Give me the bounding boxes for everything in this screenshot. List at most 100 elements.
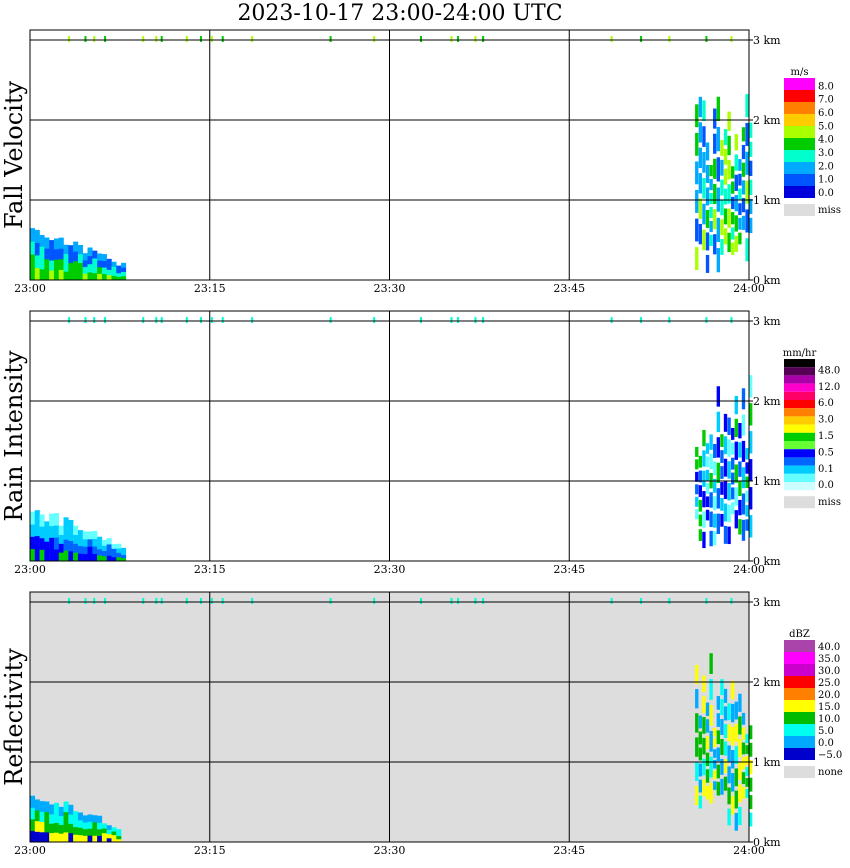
echo-cell [49,525,55,538]
echo-cell [698,147,703,169]
echo-cell [111,275,117,281]
echo-cell [727,482,731,501]
y-tick-label: 0 km [753,555,781,568]
echo-cell [77,827,83,836]
echo-cell [111,838,117,843]
echo-cell [97,266,103,274]
echo-cell [705,142,710,161]
echo-cell [720,719,724,735]
echo-cell [695,161,699,185]
echo-cell [39,549,45,562]
colorbar-swatch [784,90,815,102]
echo-cell [53,549,59,562]
echo-cell [68,253,74,264]
echo-cell [741,742,746,755]
echo-cell [716,747,721,762]
echo-cell [106,829,112,835]
echo-cell [709,530,713,547]
echo-cell [111,266,117,272]
echo-cell [199,598,202,604]
echo-cell [116,829,122,833]
echo-cell [698,747,703,761]
echo-cell [640,598,643,604]
x-tick-label: 24:00 [733,563,765,576]
echo-cell [155,36,158,42]
echo-cell [731,502,735,515]
echo-cell [111,548,117,554]
echo-cell [87,828,93,836]
echo-cell [698,223,703,245]
echo-cell [73,270,79,281]
echo-cell [749,515,753,538]
echo-cell [39,821,45,833]
echo-cell [111,552,117,558]
echo-cell [734,746,738,764]
echo-cell [58,525,64,536]
echo-cell [53,802,59,814]
echo-cell [709,492,713,508]
echo-cell [82,266,88,274]
echo-cell [702,511,706,528]
echo-cell [68,804,74,815]
echo-cell [727,111,731,131]
echo-cell [53,513,59,526]
echo-cell [705,317,708,323]
echo-cell [698,779,703,793]
x-tick-label: 24:00 [733,282,765,295]
echo-cell [727,766,731,784]
echo-cell [749,403,753,426]
echo-cell [44,237,50,249]
echo-cell [695,218,699,242]
colorbar-swatch [784,416,815,425]
echo-cell [738,173,742,186]
colorbar-label: 20.0 [818,690,840,701]
echo-cell [668,598,671,604]
echo-cell [705,769,710,783]
echo-cell [713,759,717,769]
echo-cell [738,499,742,516]
echo-cell [30,548,36,562]
plot-frame [29,29,750,281]
echo-cell [716,764,721,779]
colorbar-swatch [784,78,815,90]
echo-cell [116,552,122,558]
echo-cell [723,503,728,522]
echo-cell [92,538,98,547]
echo-cell [34,810,40,822]
echo-cell [93,317,96,323]
echo-cell [142,317,145,323]
echo-cell [702,152,706,173]
echo-cell [738,519,742,535]
echo-cell [716,248,721,273]
colorbar-miss-swatch [784,496,815,509]
echo-cell [723,168,728,185]
echo-cell [734,195,738,212]
colorbar-swatch [784,391,815,400]
y-tick-label: 2 km [753,395,781,408]
echo-cell [106,833,112,839]
echo-cell [705,164,710,183]
colorbar-swatch [784,150,815,162]
echo-cell [698,96,703,118]
echo-cell [702,203,706,225]
echo-cell [716,157,721,182]
echo-cell [82,253,88,261]
colorbar-swatch [784,449,815,458]
echo-cell [420,317,423,323]
echo-cell [420,598,423,604]
echo-cell [30,254,36,268]
echo-cell [723,458,728,477]
echo-cell [734,418,738,438]
echo-cell [731,703,735,723]
echo-cell [49,537,55,550]
echo-cell [53,238,59,250]
colorbar-swatch [784,676,815,688]
echo-cell [695,689,699,709]
echo-cell [734,395,738,415]
echo-cell [702,717,706,734]
echo-cell [705,509,710,521]
echo-cell [705,752,710,767]
echo-cell [738,422,742,439]
echo-cell [97,273,103,281]
echo-cell [53,525,59,538]
